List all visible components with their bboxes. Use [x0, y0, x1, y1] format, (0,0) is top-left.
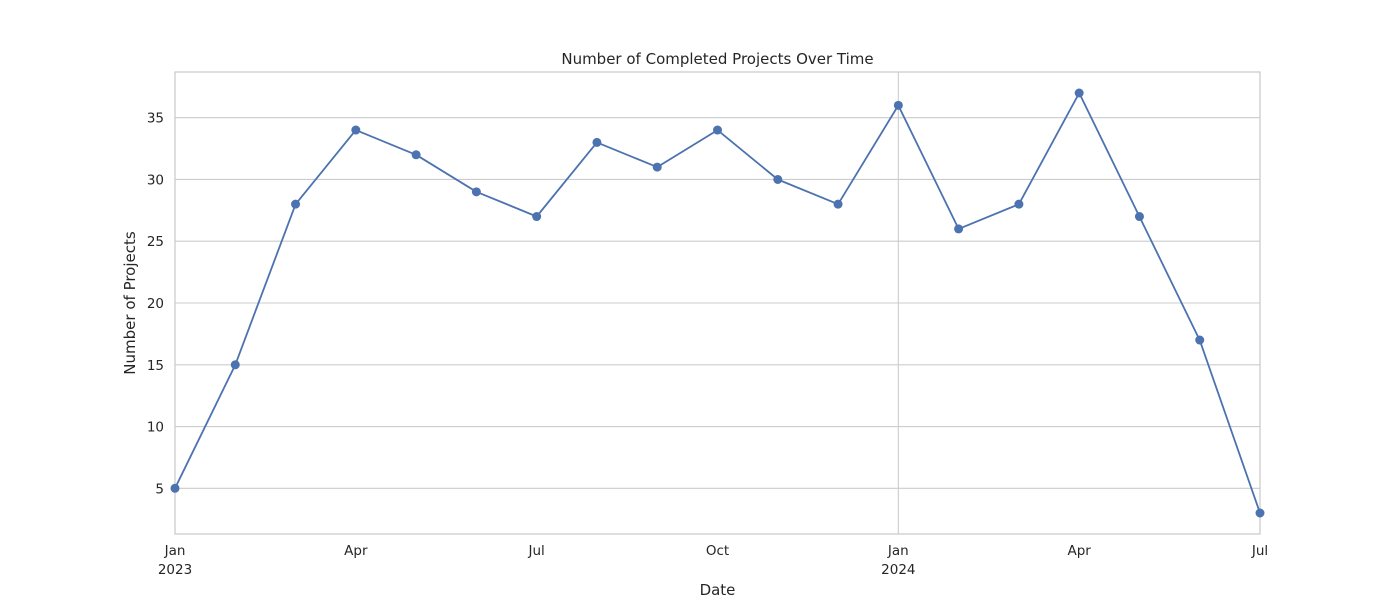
x-tick-label: Apr: [1067, 543, 1091, 559]
y-axis-label: Number of Projects: [121, 231, 139, 375]
x-tick-year-label: 2024: [881, 562, 915, 578]
plot-frame: [174, 71, 1261, 535]
y-tick-label: 10: [147, 420, 164, 436]
x-axis-ticks: Jan 2023 Apr Jul Oct Jan 2024 Apr Jul: [158, 543, 1268, 578]
x-axis-label: Date: [700, 581, 736, 599]
chart-title: Number of Completed Projects Over Time: [561, 50, 873, 68]
data-point: [471, 187, 481, 197]
data-point: [532, 212, 542, 222]
y-tick-label: 20: [147, 296, 164, 312]
grid-layer: [175, 72, 1260, 534]
data-point: [1195, 335, 1205, 345]
data-point: [351, 125, 361, 135]
data-point: [411, 150, 421, 160]
y-tick-label: 5: [155, 481, 164, 497]
data-point: [291, 199, 301, 209]
data-point: [652, 162, 662, 172]
y-tick-label: 35: [147, 111, 164, 127]
x-tick-label: Oct: [706, 543, 729, 559]
data-point: [954, 224, 964, 234]
y-axis-ticks: 5 10 15 20 25 30 35: [147, 111, 164, 498]
data-point: [713, 125, 722, 135]
data-point: [592, 137, 602, 147]
y-tick-label: 25: [147, 234, 164, 250]
data-point: [170, 483, 180, 493]
data-point: [1074, 88, 1084, 98]
x-tick-year-label: 2023: [158, 562, 192, 578]
x-tick-label: Apr: [344, 543, 368, 559]
x-tick-label: Jul: [1251, 543, 1268, 559]
data-point: [773, 174, 783, 184]
data-point: [893, 100, 903, 110]
y-tick-label: 15: [147, 358, 164, 374]
series-layer: [170, 88, 1265, 518]
x-tick-label: Jan: [887, 543, 909, 559]
x-tick-label: Jul: [528, 543, 545, 559]
data-point: [833, 199, 843, 209]
data-point: [230, 360, 240, 370]
x-tick-label: Jan: [164, 543, 186, 559]
data-point: [1255, 508, 1265, 518]
y-tick-label: 30: [147, 172, 164, 188]
data-point: [1134, 212, 1144, 222]
data-point: [1014, 199, 1024, 209]
